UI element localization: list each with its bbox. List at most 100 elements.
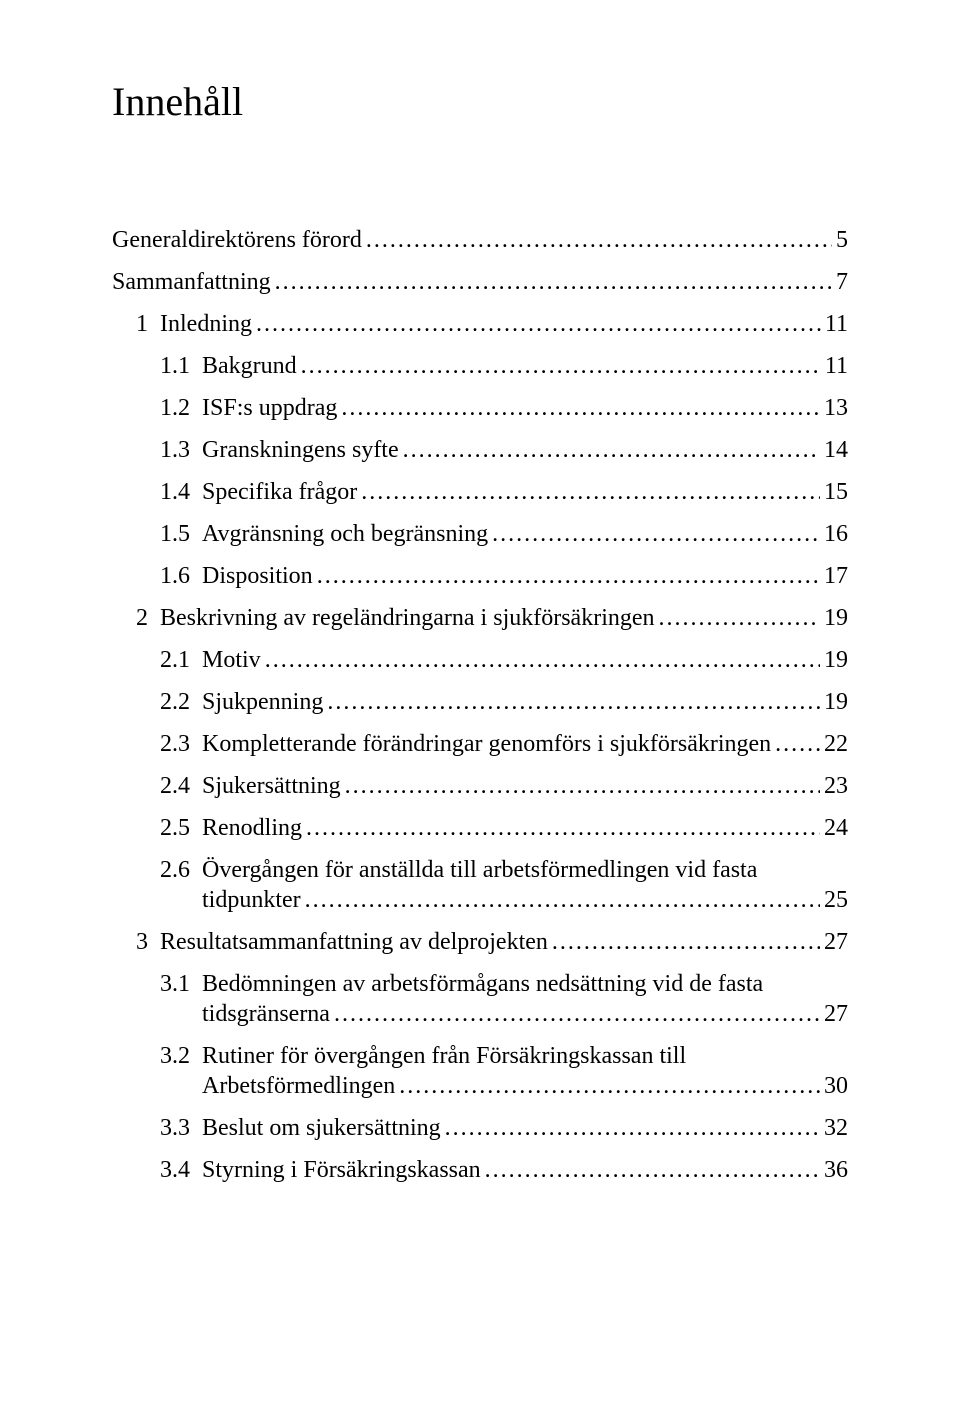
toc-entry: 1.5Avgränsning och begränsning 16 — [160, 519, 848, 549]
toc-entry-number: 3 — [136, 927, 160, 957]
toc-entry: 2.5Renodling 24 — [160, 813, 848, 843]
page-title: Innehåll — [112, 78, 848, 125]
toc-entry-page: 19 — [820, 687, 848, 717]
toc-leader — [302, 813, 820, 843]
toc-entry-page: 19 — [820, 603, 848, 633]
toc-entry: 2.4Sjukersättning23 — [160, 771, 848, 801]
toc-entry-number: 1 — [136, 309, 160, 339]
toc-entry-label: ISF:s uppdrag — [202, 393, 337, 423]
toc-leader — [395, 1071, 820, 1101]
toc-entry: 2.6Övergången för anställda till arbetsf… — [112, 855, 848, 915]
toc-entry: 1.4Specifika frågor 15 — [160, 477, 848, 507]
toc-leader — [323, 687, 820, 717]
toc-entry-page: 13 — [820, 393, 848, 423]
toc-entry-label: Renodling — [202, 813, 302, 843]
toc-entry-number: 1.5 — [160, 519, 202, 549]
toc-entry-page: 30 — [820, 1071, 848, 1101]
toc-leader — [548, 927, 820, 957]
toc-leader — [261, 645, 820, 675]
toc-entry-number: 3.1 — [160, 969, 202, 999]
toc-entry-label: Kompletterande förändringar genomförs i … — [202, 729, 771, 759]
toc-entry-number: 2.3 — [160, 729, 202, 759]
toc-entry-number: 3.4 — [160, 1155, 202, 1185]
toc-leader — [399, 435, 820, 465]
toc-entry-page: 11 — [821, 351, 848, 381]
toc-entry-page: 27 — [820, 999, 848, 1029]
toc-entry: 1.2ISF:s uppdrag 13 — [160, 393, 848, 423]
toc-entry: 1.3Granskningens syfte 14 — [160, 435, 848, 465]
toc-entry-number: 2.1 — [160, 645, 202, 675]
toc-entry-number: 1.2 — [160, 393, 202, 423]
toc-leader — [771, 729, 820, 759]
toc-entry-label: Beskrivning av regeländringarna i sjukfö… — [160, 603, 655, 633]
toc-entry-page: 7 — [832, 267, 848, 297]
toc-entry: 2Beskrivning av regeländringarna i sjukf… — [136, 603, 848, 633]
toc-entry: 2.2Sjukpenning19 — [160, 687, 848, 717]
toc-entry-label: Resultatsammanfattning av delprojekten — [160, 927, 548, 957]
toc-entry-label: Specifika frågor — [202, 477, 357, 507]
toc-entry: 3.1Bedömningen av arbetsförmågans nedsät… — [112, 969, 848, 1029]
toc-entry: 3.4Styrning i Försäkringskassan 36 — [160, 1155, 848, 1185]
toc-entry-page: 24 — [820, 813, 848, 843]
toc-entry-label: Beslut om sjukersättning — [202, 1113, 441, 1143]
toc-entry: 2.3Kompletterande förändringar genomförs… — [160, 729, 848, 759]
toc-entry-label: Rutiner för övergången från Försäkringsk… — [202, 1041, 848, 1071]
toc-entry: 2.1Motiv 19 — [160, 645, 848, 675]
toc-leader — [441, 1113, 820, 1143]
toc-entry-page: 5 — [832, 225, 848, 255]
toc-entry-label: Styrning i Försäkringskassan — [202, 1155, 481, 1185]
toc-entry-number: 2.6 — [160, 855, 202, 885]
toc-entry-label: Bedömningen av arbetsförmågans nedsättni… — [202, 969, 848, 999]
toc-entry-number: 1.1 — [160, 351, 202, 381]
toc-entry-number: 2.4 — [160, 771, 202, 801]
toc-entry-label: Generaldirektörens förord — [112, 225, 362, 255]
toc-entry-label: Motiv — [202, 645, 261, 675]
toc-entry-label: Inledning — [160, 309, 252, 339]
table-of-contents: Generaldirektörens förord 5 Sammanfattning… — [112, 225, 848, 1185]
toc-entry: 3Resultatsammanfattning av delprojekten 2… — [136, 927, 848, 957]
toc-entry-number: 1.4 — [160, 477, 202, 507]
toc-entry: 1Inledning 11 — [136, 309, 848, 339]
toc-entry-page: 36 — [820, 1155, 848, 1185]
toc-entry-page: 15 — [820, 477, 848, 507]
toc-entry-label-cont: tidpunkter — [202, 885, 301, 915]
toc-entry-page: 11 — [821, 309, 848, 339]
toc-leader — [313, 561, 820, 591]
toc-entry-page: 19 — [820, 645, 848, 675]
toc-entry-number: 1.6 — [160, 561, 202, 591]
toc-entry: Generaldirektörens förord 5 — [112, 225, 848, 255]
toc-entry-number: 2.2 — [160, 687, 202, 717]
toc-entry-label: Granskningens syfte — [202, 435, 399, 465]
toc-entry: 3.2Rutiner för övergången från Försäkrin… — [112, 1041, 848, 1101]
toc-entry-label: Sjukersättning — [202, 771, 341, 801]
toc-entry-page: 25 — [820, 885, 848, 915]
toc-entry-label: Disposition — [202, 561, 313, 591]
toc-entry-page: 14 — [820, 435, 848, 465]
toc-leader — [341, 771, 820, 801]
toc-leader — [252, 309, 821, 339]
toc-entry: 1.1Bakgrund11 — [160, 351, 848, 381]
toc-leader — [488, 519, 820, 549]
toc-entry-label: Avgränsning och begränsning — [202, 519, 488, 549]
toc-entry-label-cont: tidsgränserna — [202, 999, 330, 1029]
toc-leader — [481, 1155, 820, 1185]
toc-leader — [297, 351, 821, 381]
toc-leader — [655, 603, 820, 633]
toc-entry: Sammanfattning 7 — [112, 267, 848, 297]
toc-entry-label: Övergången för anställda till arbetsförm… — [202, 855, 848, 885]
toc-entry-page: 16 — [820, 519, 848, 549]
toc-entry-label-cont: Arbetsförmedlingen — [202, 1071, 395, 1101]
toc-entry-page: 22 — [820, 729, 848, 759]
toc-entry-page: 17 — [820, 561, 848, 591]
toc-leader — [357, 477, 820, 507]
toc-entry-page: 27 — [820, 927, 848, 957]
toc-entry: 3.3Beslut om sjukersättning32 — [160, 1113, 848, 1143]
toc-leader — [337, 393, 820, 423]
toc-leader — [271, 267, 832, 297]
toc-entry-number: 1.3 — [160, 435, 202, 465]
toc-leader — [330, 999, 820, 1029]
toc-entry: 1.6Disposition 17 — [160, 561, 848, 591]
toc-entry-number: 3.3 — [160, 1113, 202, 1143]
toc-entry-label: Sammanfattning — [112, 267, 271, 297]
toc-entry-number: 2.5 — [160, 813, 202, 843]
